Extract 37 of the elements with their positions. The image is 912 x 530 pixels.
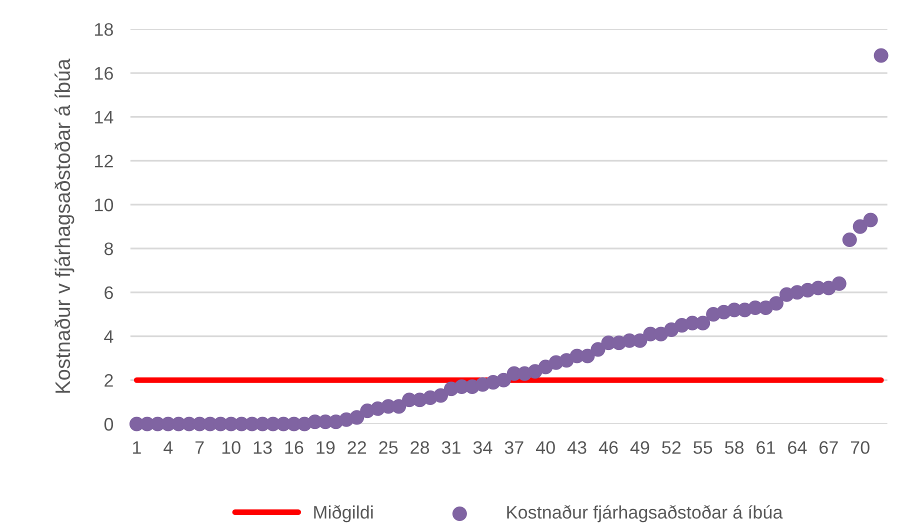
x-tick-label: 52 xyxy=(662,441,681,454)
x-tick-label: 25 xyxy=(379,441,398,454)
x-tick-label: 16 xyxy=(285,441,304,454)
x-tick-label: 49 xyxy=(630,441,650,454)
x-tick-label: 19 xyxy=(316,441,335,454)
y-tick-label: 18 xyxy=(95,23,113,36)
x-tick-label: 34 xyxy=(473,441,492,454)
x-tick-label: 40 xyxy=(536,441,555,454)
y-tick-label: 0 xyxy=(104,418,114,431)
x-tick-label: 7 xyxy=(196,441,204,454)
x-tick-label: 1 xyxy=(133,441,141,454)
x-tick-label: 70 xyxy=(851,441,870,454)
x-tick-label: 22 xyxy=(348,441,366,454)
legend-label: Kostnaður fjárhagsaðstoðar á íbúa xyxy=(507,505,783,522)
x-tick-label: 31 xyxy=(442,441,460,454)
x-tick-label: 43 xyxy=(567,441,586,454)
x-tick-label: 13 xyxy=(254,441,272,454)
y-tick-label: 6 xyxy=(104,286,113,300)
x-tick-label: 28 xyxy=(410,441,430,454)
y-tick-label: 2 xyxy=(104,374,113,387)
y-tick-label: 10 xyxy=(95,198,114,212)
x-tick-label: 55 xyxy=(694,441,712,454)
x-tick-label: 46 xyxy=(598,441,618,454)
y-tick-label: 8 xyxy=(104,242,113,256)
x-tick-label: 58 xyxy=(724,441,744,454)
y-tick-label: 4 xyxy=(104,330,114,343)
x-tick-label: 4 xyxy=(164,441,173,454)
x-tick-label: 67 xyxy=(820,441,838,454)
x-tick-label: 10 xyxy=(222,441,240,454)
x-tick-label: 64 xyxy=(788,441,807,454)
y-tick-label: 16 xyxy=(95,66,113,80)
y-axis-title: Kostnaður v fjárhagsaðstoðar á íbúa xyxy=(54,58,74,393)
x-tick-label: 61 xyxy=(756,441,775,454)
legend-label: Miðgildi xyxy=(314,505,373,522)
y-tick-label: 12 xyxy=(95,154,113,168)
y-tick-label: 14 xyxy=(95,111,114,124)
x-tick-label: 37 xyxy=(504,441,524,454)
